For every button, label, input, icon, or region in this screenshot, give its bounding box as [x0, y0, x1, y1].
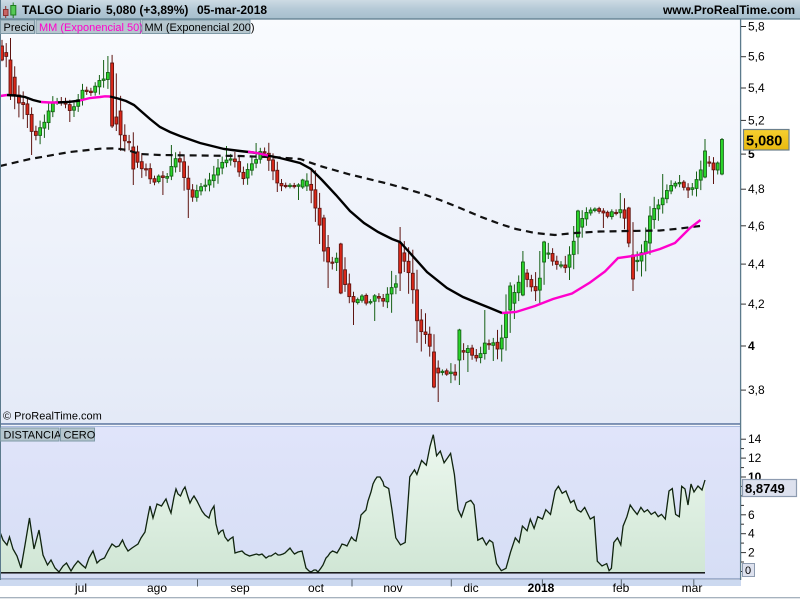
svg-text:mar: mar: [682, 581, 703, 595]
svg-text:oct: oct: [308, 581, 325, 595]
svg-text:5,6: 5,6: [748, 50, 765, 64]
svg-text:www.ProRealTime.com: www.ProRealTime.com: [662, 3, 795, 17]
svg-text:CERO: CERO: [64, 430, 96, 442]
svg-text:12: 12: [748, 451, 762, 465]
svg-text:8,8749: 8,8749: [745, 481, 785, 496]
svg-text:sep: sep: [230, 581, 250, 595]
svg-text:4: 4: [748, 339, 755, 353]
svg-text:© ProRealTime.com: © ProRealTime.com: [3, 411, 102, 423]
svg-text:jul: jul: [74, 581, 87, 595]
svg-text:05-mar-2018: 05-mar-2018: [197, 3, 267, 17]
svg-text:Diario: Diario: [67, 3, 101, 17]
svg-text:5,4: 5,4: [748, 81, 765, 95]
svg-text:3,8: 3,8: [748, 383, 765, 397]
svg-text:4,4: 4,4: [748, 257, 765, 271]
svg-text:6: 6: [748, 508, 755, 522]
svg-text:14: 14: [748, 432, 762, 446]
svg-text:MM (Exponencial 200): MM (Exponencial 200): [145, 22, 255, 34]
svg-text:MM (Exponencial 50): MM (Exponencial 50): [39, 22, 143, 34]
svg-text:Precio: Precio: [4, 22, 35, 34]
svg-text:5: 5: [748, 147, 755, 161]
svg-text:5,8: 5,8: [748, 20, 765, 34]
svg-text:DISTANCIA: DISTANCIA: [4, 430, 63, 442]
svg-text:0: 0: [745, 565, 751, 577]
svg-text:2: 2: [748, 546, 755, 560]
svg-text:4,8: 4,8: [748, 182, 765, 196]
svg-text:5,080: 5,080: [746, 134, 782, 150]
svg-text:nov: nov: [383, 581, 402, 595]
svg-text:5,080 (+3,89%): 5,080 (+3,89%): [106, 3, 188, 17]
svg-text:TALGO: TALGO: [22, 3, 63, 17]
svg-text:ago: ago: [147, 581, 167, 595]
svg-text:4: 4: [748, 527, 755, 541]
svg-text:feb: feb: [613, 581, 630, 595]
svg-text:dic: dic: [463, 581, 478, 595]
svg-text:2018: 2018: [528, 581, 555, 595]
svg-text:4,2: 4,2: [748, 297, 765, 311]
svg-text:4,6: 4,6: [748, 219, 765, 233]
svg-text:5,2: 5,2: [748, 113, 765, 127]
